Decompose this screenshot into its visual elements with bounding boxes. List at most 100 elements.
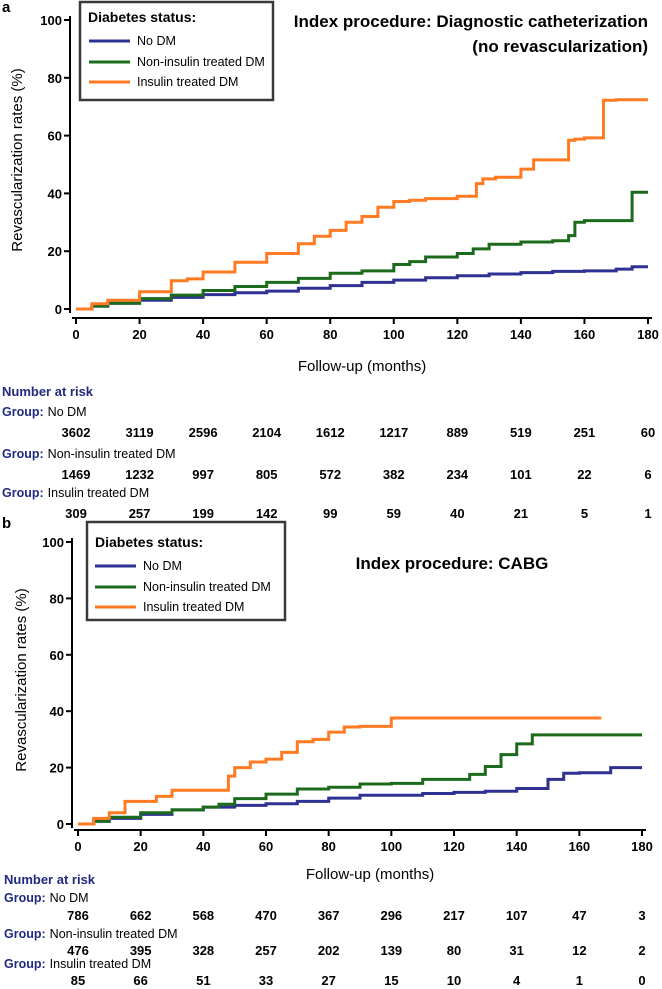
- risk-value: 997: [192, 467, 214, 482]
- y-tick-label: 40: [50, 704, 64, 719]
- legend-entry-non-insulin: Non-insulin treated DM: [143, 580, 271, 594]
- y-tick-label: 100: [42, 535, 64, 550]
- risk-value: 15: [384, 973, 398, 988]
- risk-group-label-insulin: Group: Insulin treated DM: [2, 486, 149, 500]
- risk-value: 257: [255, 943, 277, 958]
- risk-row-non-insulin: 1469 1232 997 805 572 382 234 101 22 6: [62, 467, 652, 482]
- risk-value: 257: [129, 506, 151, 521]
- risk-value: 4: [513, 973, 521, 988]
- risk-value: 1612: [316, 425, 345, 440]
- y-tick-label: 20: [48, 244, 62, 259]
- risk-value: 3602: [62, 425, 91, 440]
- risk-value: 2: [638, 943, 645, 958]
- risk-value: 328: [192, 943, 214, 958]
- risk-group-label-no-dm: Group: No DM: [4, 891, 89, 905]
- x-tick-label: 100: [380, 839, 402, 854]
- y-tick-label: 20: [50, 761, 64, 776]
- risk-value: 309: [65, 506, 87, 521]
- risk-value: 1217: [379, 425, 408, 440]
- legend-box: [78, 0, 275, 102]
- y-tick-label: 0: [57, 817, 64, 832]
- risk-value: 234: [446, 467, 468, 482]
- risk-value: 519: [510, 425, 532, 440]
- x-tick-label: 60: [259, 839, 273, 854]
- x-tick-label: 0: [72, 327, 79, 342]
- risk-value: 662: [130, 908, 152, 923]
- risk-row-insulin: 85 66 51 33 27 15 10 4 1 0: [71, 973, 646, 988]
- risk-row-no-dm: 786 662 568 470 367 296 217 107 47 3: [67, 908, 645, 923]
- risk-value: 251: [574, 425, 596, 440]
- x-tick-label: 100: [383, 327, 405, 342]
- series-line-non-insulin-treated-dm: [76, 190, 648, 311]
- risk-value: 1232: [125, 467, 154, 482]
- x-tick-label: 80: [321, 839, 335, 854]
- risk-value: 568: [192, 908, 214, 923]
- risk-value: 786: [67, 908, 89, 923]
- risk-value: 367: [318, 908, 340, 923]
- x-axis-label: Follow-up (months): [306, 866, 434, 883]
- y-tick-label: 60: [50, 648, 64, 663]
- risk-value: 22: [577, 467, 591, 482]
- risk-value: 2596: [189, 425, 218, 440]
- risk-value: 6: [644, 467, 651, 482]
- series-line-insulin-treated-dm: [78, 716, 602, 826]
- legend: Diabetes status: No DM Non-insulin treat…: [78, 0, 275, 102]
- legend-title: Diabetes status:: [95, 534, 203, 550]
- risk-value: 0: [638, 973, 645, 988]
- risk-value: 47: [572, 908, 586, 923]
- y-tick-label: 80: [50, 591, 64, 606]
- risk-value: 1469: [62, 467, 91, 482]
- risk-value: 142: [256, 506, 278, 521]
- y-tick-label: 60: [48, 129, 62, 144]
- x-tick-label: 80: [323, 327, 337, 342]
- legend-entry-insulin: Insulin treated DM: [137, 75, 238, 89]
- risk-value: 382: [383, 467, 405, 482]
- x-tick-label: 180: [637, 327, 659, 342]
- risk-value: 572: [319, 467, 341, 482]
- risk-value: 1: [576, 973, 583, 988]
- y-tick-label: 0: [55, 302, 62, 317]
- legend-entry-insulin: Insulin treated DM: [143, 600, 244, 614]
- x-tick-label: 20: [133, 839, 147, 854]
- x-tick-label: 20: [132, 327, 146, 342]
- x-tick-label: 40: [196, 327, 210, 342]
- y-tick-label: 40: [48, 186, 62, 201]
- risk-group-label-non-insulin: Group: Non-insulin treated DM: [4, 927, 178, 941]
- legend-title: Diabetes status:: [88, 9, 196, 25]
- x-tick-label: 160: [568, 839, 590, 854]
- risk-value: 470: [255, 908, 277, 923]
- legend: Diabetes status: No DM Non-insulin treat…: [85, 520, 287, 622]
- risk-value: 85: [71, 973, 85, 988]
- risk-value: 202: [318, 943, 340, 958]
- risk-value: 805: [256, 467, 278, 482]
- x-tick-label: 60: [259, 327, 273, 342]
- risk-group-label-insulin: Group: Insulin treated DM: [4, 957, 151, 971]
- risk-value: 80: [447, 943, 461, 958]
- number-at-risk-table: Number at risk Group: No DM 3602 3119 2596 2…: [2, 384, 655, 521]
- risk-row-insulin: 309 257 199 142 99 59 40 21 5 1: [65, 506, 651, 521]
- risk-value: 101: [510, 467, 532, 482]
- risk-value: 33: [259, 973, 273, 988]
- y-axis-label: Revascularization rates (%): [13, 588, 30, 771]
- chart-title-line2: (no revascularization): [472, 37, 648, 56]
- risk-value: 199: [192, 506, 214, 521]
- x-tick-label: 180: [631, 839, 653, 854]
- risk-value: 59: [387, 506, 401, 521]
- number-at-risk-table: Number at risk Group: No DM 786 662 568 470 3…: [4, 872, 646, 988]
- legend-box: [85, 520, 287, 622]
- risk-value: 889: [446, 425, 468, 440]
- legend-entry-no-dm: No DM: [143, 559, 182, 573]
- risk-value: 5: [581, 506, 588, 521]
- risk-value: 12: [572, 943, 586, 958]
- chart-title-line1: Index procedure: Diagnostic catheterizat…: [294, 12, 648, 31]
- risk-value: 296: [380, 908, 402, 923]
- x-tick-label: 140: [510, 327, 532, 342]
- risk-value: 217: [443, 908, 465, 923]
- risk-value: 40: [450, 506, 464, 521]
- risk-value: 2104: [252, 425, 282, 440]
- risk-row-non-insulin: 476 395 328 257 202 139 80 31 12 2: [67, 943, 645, 958]
- x-tick-label: 120: [443, 839, 465, 854]
- y-axis-label: Revascularization rates (%): [9, 68, 26, 251]
- tick-layer: 0 20 40 60 80 100 0 20 40 60 80 100 120 140 160 180: [40, 13, 659, 342]
- risk-value: 60: [641, 425, 655, 440]
